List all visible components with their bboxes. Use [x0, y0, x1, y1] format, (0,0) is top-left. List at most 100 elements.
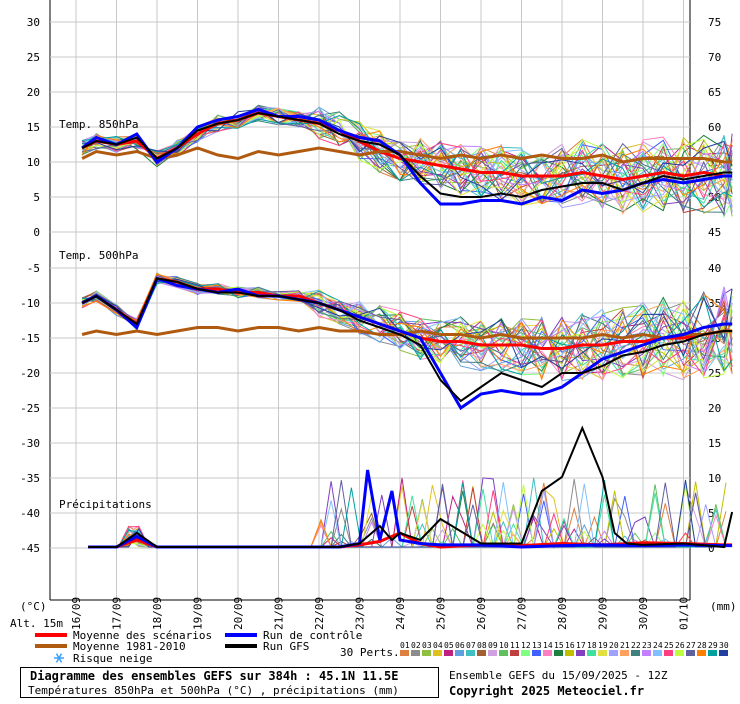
pert-swatch-09	[488, 650, 497, 656]
date-label-01-10: 01/10	[678, 597, 691, 630]
pert-num-10: 10	[499, 641, 509, 650]
pert-swatch-08	[477, 650, 486, 656]
right-tick-precip-40: 40	[708, 262, 721, 275]
date-label-28-09: 28/09	[556, 597, 569, 630]
date-label-18-09: 18/09	[151, 597, 164, 630]
snow-icon	[55, 653, 63, 663]
pert-swatch-30	[719, 650, 728, 656]
pert-500-29	[82, 279, 733, 376]
right-tick-45: 45	[708, 226, 721, 239]
pert-num-24: 24	[653, 641, 663, 650]
date-label-22-09: 22/09	[313, 597, 326, 630]
left-tick-500--30: -30	[20, 437, 40, 450]
right-tick-precip-15: 15	[708, 437, 721, 450]
date-label-25-09: 25/09	[435, 597, 448, 630]
date-label-19-09: 19/09	[192, 597, 205, 630]
panel-label-precip: Précipitations	[59, 498, 152, 511]
pert-num-02: 02	[411, 641, 421, 650]
left-tick-500--45: -45	[20, 542, 40, 555]
pert-num-11: 11	[510, 641, 520, 650]
series-1-3	[81, 277, 733, 403]
pert-num-18: 18	[587, 641, 597, 650]
pert-swatch-14	[543, 650, 552, 656]
left-tick-500--35: -35	[20, 472, 40, 485]
series-0-1	[81, 146, 733, 164]
pert-swatch-18	[587, 650, 596, 656]
series-0-0	[81, 111, 733, 182]
pert-swatch-23	[642, 650, 651, 656]
date-label-30-09: 30/09	[637, 597, 650, 630]
date-label-27-09: 27/09	[516, 597, 529, 630]
left-tick-500--10: -10	[20, 297, 40, 310]
pert-swatch-04	[433, 650, 442, 656]
pert-swatch-01	[400, 650, 409, 656]
pert-swatch-11	[510, 650, 519, 656]
pert-num-17: 17	[576, 641, 586, 650]
right-tick-precip-25: 25	[708, 367, 721, 380]
pert-num-05: 05	[444, 641, 454, 650]
left-tick-850-10: 10	[27, 156, 40, 169]
pert-swatch-22	[631, 650, 640, 656]
pert-num-28: 28	[697, 641, 707, 650]
pert-swatch-03	[422, 650, 431, 656]
legend-label-snow: Risque neige	[73, 652, 152, 665]
legend-label-3: Run GFS	[263, 640, 309, 653]
left-tick-500--20: -20	[20, 367, 40, 380]
pert-num-29: 29	[708, 641, 718, 650]
right-tick-precip-20: 20	[708, 402, 721, 415]
series-1-1	[81, 325, 733, 340]
right-tick-65: 65	[708, 86, 721, 99]
pert-num-12: 12	[521, 641, 531, 650]
pert-swatch-24	[653, 650, 662, 656]
pert-num-19: 19	[598, 641, 608, 650]
left-tick-850-20: 20	[27, 86, 40, 99]
pert-num-03: 03	[422, 641, 432, 650]
pert-850-27	[81, 104, 733, 212]
legend-label-0: Moyenne des scénarios	[73, 629, 212, 642]
left-tick-850-15: 15	[27, 121, 40, 134]
pert-num-27: 27	[686, 641, 696, 650]
legend-label-1: Moyenne 1981-2010	[73, 640, 186, 653]
series-2-2	[88, 425, 734, 549]
pert-num-21: 21	[620, 641, 630, 650]
pert-num-25: 25	[664, 641, 674, 650]
right-tick-precip-10: 10	[708, 472, 721, 485]
pert-swatch-17	[576, 650, 585, 656]
date-label-17-09: 17/09	[111, 597, 124, 630]
pert-num-26: 26	[675, 641, 685, 650]
right-unit-label: (mm)	[710, 600, 737, 613]
altitude-label: Alt. 15m	[10, 617, 63, 630]
pert-swatch-27	[686, 650, 695, 656]
left-tick-850-0: 0	[33, 226, 40, 239]
left-tick-850-25: 25	[27, 51, 40, 64]
chart-title: Diagramme des ensembles GEFS sur 384h : …	[30, 669, 399, 683]
pert-swatch-10	[499, 650, 508, 656]
pert-num-23: 23	[642, 641, 652, 650]
left-tick-850-5: 5	[33, 191, 40, 204]
series-0-3	[81, 111, 733, 199]
pert-swatch-02	[411, 650, 420, 656]
pert-swatch-16	[565, 650, 574, 656]
pert-num-30: 30	[719, 641, 729, 650]
copyright: Copyright 2025 Meteociel.fr	[449, 684, 645, 698]
right-tick-75: 75	[708, 16, 721, 29]
left-tick-500--15: -15	[20, 332, 40, 345]
pert-num-04: 04	[433, 641, 443, 650]
panel-label-500: Temp. 500hPa	[59, 249, 138, 262]
pert-num-07: 07	[466, 641, 476, 650]
date-label-23-09: 23/09	[354, 597, 367, 630]
pert-swatch-29	[708, 650, 717, 656]
right-tick-precip-5: 5	[708, 507, 715, 520]
left-unit-label: (°C)	[20, 600, 47, 613]
pert-num-20: 20	[609, 641, 619, 650]
right-tick-70: 70	[708, 51, 721, 64]
left-tick-500--25: -25	[20, 402, 40, 415]
ensemble-info: Ensemble GEFS du 15/09/2025 - 12Z	[449, 669, 668, 682]
pert-swatch-15	[554, 650, 563, 656]
pert-500-22	[82, 276, 733, 374]
pert-num-01: 01	[400, 641, 410, 650]
pert-num-08: 08	[477, 641, 487, 650]
pert-num-15: 15	[554, 641, 564, 650]
